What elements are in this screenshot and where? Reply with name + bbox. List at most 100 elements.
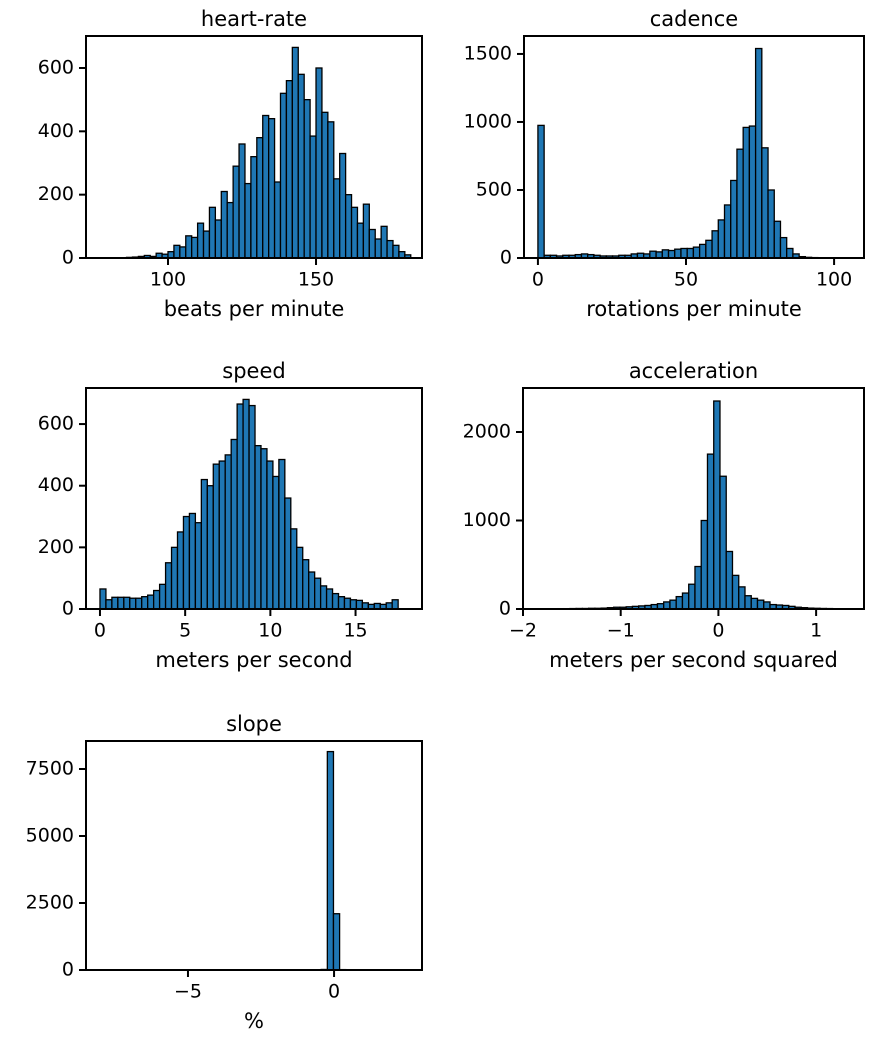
bar: [268, 118, 276, 259]
bar: [164, 562, 173, 610]
y-tick-label: 1500: [464, 42, 512, 64]
x-tick-label: −2: [509, 620, 537, 642]
bar: [99, 588, 107, 610]
bar: [208, 206, 217, 259]
bar: [391, 599, 399, 610]
bar: [314, 577, 322, 610]
y-tick-label: 0: [62, 959, 74, 981]
bar: [327, 121, 335, 259]
bar: [680, 247, 688, 259]
bar: [786, 247, 794, 259]
y-tick-label: 200: [38, 183, 74, 205]
x-tick-label: 100: [816, 269, 852, 291]
bar: [681, 592, 690, 610]
bar: [266, 460, 274, 610]
bar: [170, 546, 179, 610]
y-tick-label: 400: [38, 120, 74, 142]
bar: [750, 597, 759, 610]
bar: [214, 219, 222, 259]
chart-title: acceleration: [629, 359, 758, 383]
x-tick-label: 0: [712, 620, 724, 642]
bar: [308, 571, 316, 610]
x-tick-label: 5: [179, 620, 191, 642]
bar: [135, 597, 143, 610]
bar: [738, 586, 746, 610]
bar: [321, 111, 329, 259]
y-tick-label: 600: [38, 413, 74, 435]
chart-title: cadence: [650, 7, 738, 31]
bar: [368, 228, 376, 259]
bar: [686, 247, 695, 259]
bar: [723, 204, 732, 259]
bar: [332, 913, 341, 971]
bar: [200, 478, 208, 610]
bar: [158, 583, 167, 610]
bar: [763, 601, 771, 610]
bar: [779, 236, 788, 259]
bar: [297, 73, 305, 259]
bar: [236, 403, 244, 610]
x-axis-label: meters per second squared: [549, 648, 838, 672]
y-tick-label: 0: [500, 247, 512, 269]
bar: [719, 475, 727, 610]
bar: [325, 588, 334, 610]
y-tick-label: 5000: [26, 825, 74, 847]
bar: [194, 522, 203, 610]
axes-frame: [523, 35, 865, 259]
bar: [117, 596, 125, 610]
x-axis-label: rotations per minute: [586, 297, 802, 321]
bar: [339, 152, 347, 259]
bar: [279, 92, 288, 259]
bar: [731, 574, 740, 610]
bar: [761, 147, 769, 259]
bar: [667, 249, 676, 259]
bar: [206, 485, 214, 610]
bar: [284, 497, 292, 610]
chart-title: speed: [222, 359, 285, 383]
bar: [694, 565, 702, 610]
bar: [675, 595, 684, 610]
bar: [220, 190, 228, 259]
bar: [226, 201, 234, 259]
bar: [713, 400, 721, 610]
bar: [278, 458, 286, 610]
bar: [250, 156, 258, 259]
bar: [129, 597, 137, 610]
bar: [123, 596, 131, 610]
chart-title: slope: [226, 712, 282, 736]
bar: [386, 239, 394, 259]
bar: [663, 601, 671, 610]
bar: [688, 583, 696, 610]
x-axis-label: meters per second: [155, 648, 352, 672]
y-tick-label: 0: [62, 598, 74, 620]
y-tick-label: 200: [38, 536, 74, 558]
bar: [773, 220, 782, 259]
x-tick-label: 10: [258, 620, 282, 642]
y-tick-label: 1000: [463, 509, 511, 531]
y-tick-label: 0: [499, 598, 511, 620]
y-tick-label: 2500: [26, 892, 74, 914]
axes-frame: [85, 740, 423, 971]
bar: [326, 750, 335, 971]
bar: [188, 512, 197, 610]
bar: [537, 124, 545, 259]
bar: [238, 143, 246, 259]
x-tick-label: −5: [174, 981, 202, 1003]
bar: [355, 599, 364, 610]
axes-frame: [85, 35, 423, 259]
bar: [319, 585, 328, 610]
bar: [111, 596, 119, 610]
bar: [767, 189, 775, 259]
bar: [669, 599, 677, 610]
bar: [362, 203, 370, 259]
bar: [248, 404, 256, 610]
bar: [711, 230, 719, 259]
bar: [296, 546, 304, 610]
bar: [742, 126, 751, 259]
bar: [717, 219, 726, 259]
bar: [674, 248, 682, 259]
bar: [736, 148, 744, 259]
bar: [730, 179, 738, 259]
y-tick-label: 400: [38, 474, 74, 496]
